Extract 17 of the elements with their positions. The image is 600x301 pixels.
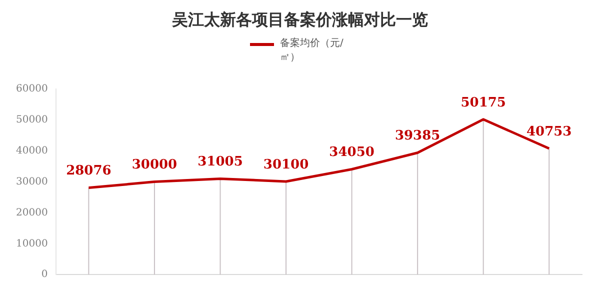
y-tick-label: 50000 [16, 114, 48, 126]
data-label: 30100 [263, 157, 309, 172]
y-tick-label: 20000 [16, 207, 48, 218]
y-tick-label: 0 [41, 269, 48, 280]
chart-title: 吴江太新各项目备案价涨幅对比一览 [171, 9, 429, 31]
legend-label: 备案均价（元/㎡） [280, 37, 344, 65]
data-label: 39385 [394, 128, 440, 144]
y-tick-label: 40000 [16, 145, 48, 156]
data-label: 30000 [132, 158, 178, 173]
data-label: 31005 [198, 154, 243, 170]
data-label: 34050 [329, 145, 374, 160]
data-label: 40753 [526, 124, 572, 140]
y-tick-label: 10000 [16, 238, 48, 250]
data-label: 50175 [460, 95, 506, 110]
data-label: 28076 [66, 164, 112, 179]
y-tick-label: 60000 [16, 84, 48, 95]
y-tick-label: 30000 [16, 176, 48, 188]
